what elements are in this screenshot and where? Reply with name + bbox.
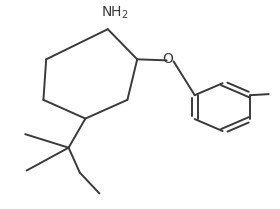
Text: NH$_2$: NH$_2$	[101, 4, 129, 21]
Text: O: O	[163, 52, 173, 66]
